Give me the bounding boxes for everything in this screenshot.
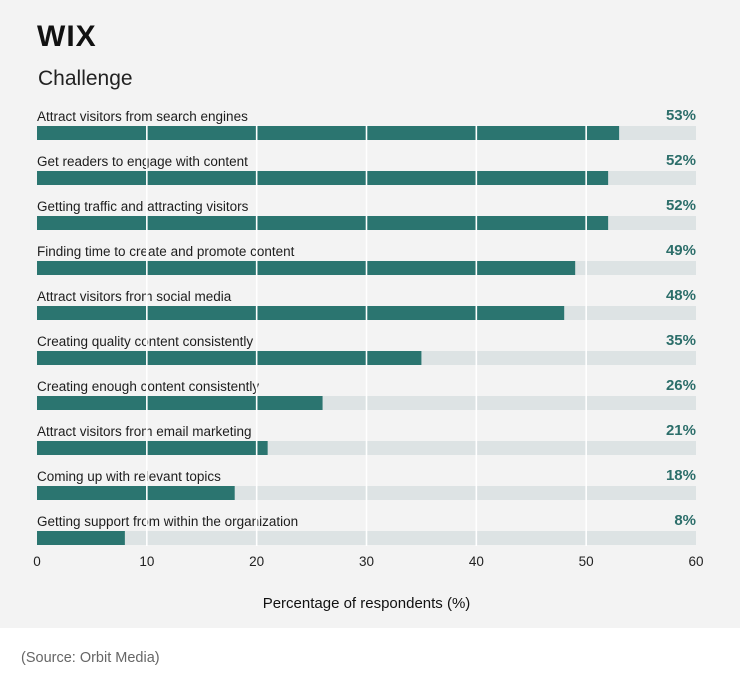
value-label: 8% <box>674 512 696 529</box>
category-label: Getting traffic and attracting visitors <box>37 199 249 214</box>
value-label: 48% <box>666 287 696 304</box>
category-label: Creating enough content consistently <box>37 379 259 394</box>
x-axis-title: Percentage of respondents (%) <box>263 595 471 612</box>
value-label: 21% <box>666 422 696 439</box>
category-label: Creating quality content consistently <box>37 334 253 349</box>
category-label: Attract visitors from email marketing <box>37 424 252 439</box>
value-label: 53% <box>666 107 696 124</box>
x-tick-label: 40 <box>469 554 484 569</box>
x-tick-label: 60 <box>688 554 703 569</box>
x-tick-label: 50 <box>579 554 594 569</box>
bar <box>37 126 620 140</box>
x-tick-label: 0 <box>33 554 41 569</box>
category-label: Get readers to engage with content <box>37 154 248 169</box>
category-label: Coming up with relevant topics <box>37 469 221 484</box>
value-label: 35% <box>666 332 696 349</box>
chart-title: Challenge <box>38 67 133 90</box>
bar <box>37 216 609 230</box>
bar <box>37 441 268 455</box>
value-label: 52% <box>666 152 696 169</box>
source-note: (Source: Orbit Media) <box>21 650 160 666</box>
value-label: 49% <box>666 242 696 259</box>
x-tick-label: 20 <box>249 554 264 569</box>
x-tick-label: 10 <box>139 554 154 569</box>
value-label: 18% <box>666 467 696 484</box>
category-label: Attract visitors from search engines <box>37 109 248 124</box>
bar <box>37 486 235 500</box>
bar <box>37 261 576 275</box>
value-label: 26% <box>666 377 696 394</box>
x-tick-label: 30 <box>359 554 374 569</box>
category-label: Attract visitors from social media <box>37 289 232 304</box>
wix-logo: WIX <box>37 20 97 53</box>
value-label: 52% <box>666 197 696 214</box>
bar <box>37 396 323 410</box>
bar <box>37 306 565 320</box>
category-label: Finding time to create and promote conte… <box>37 244 295 259</box>
bar <box>37 351 422 365</box>
bar <box>37 531 125 545</box>
chart-card: WIX Challenge Attract visitors from sear… <box>0 0 740 628</box>
bar-chart: Attract visitors from search engines 53% G… <box>33 107 703 612</box>
bar <box>37 171 609 185</box>
category-label: Getting support from within the organiza… <box>37 514 298 529</box>
